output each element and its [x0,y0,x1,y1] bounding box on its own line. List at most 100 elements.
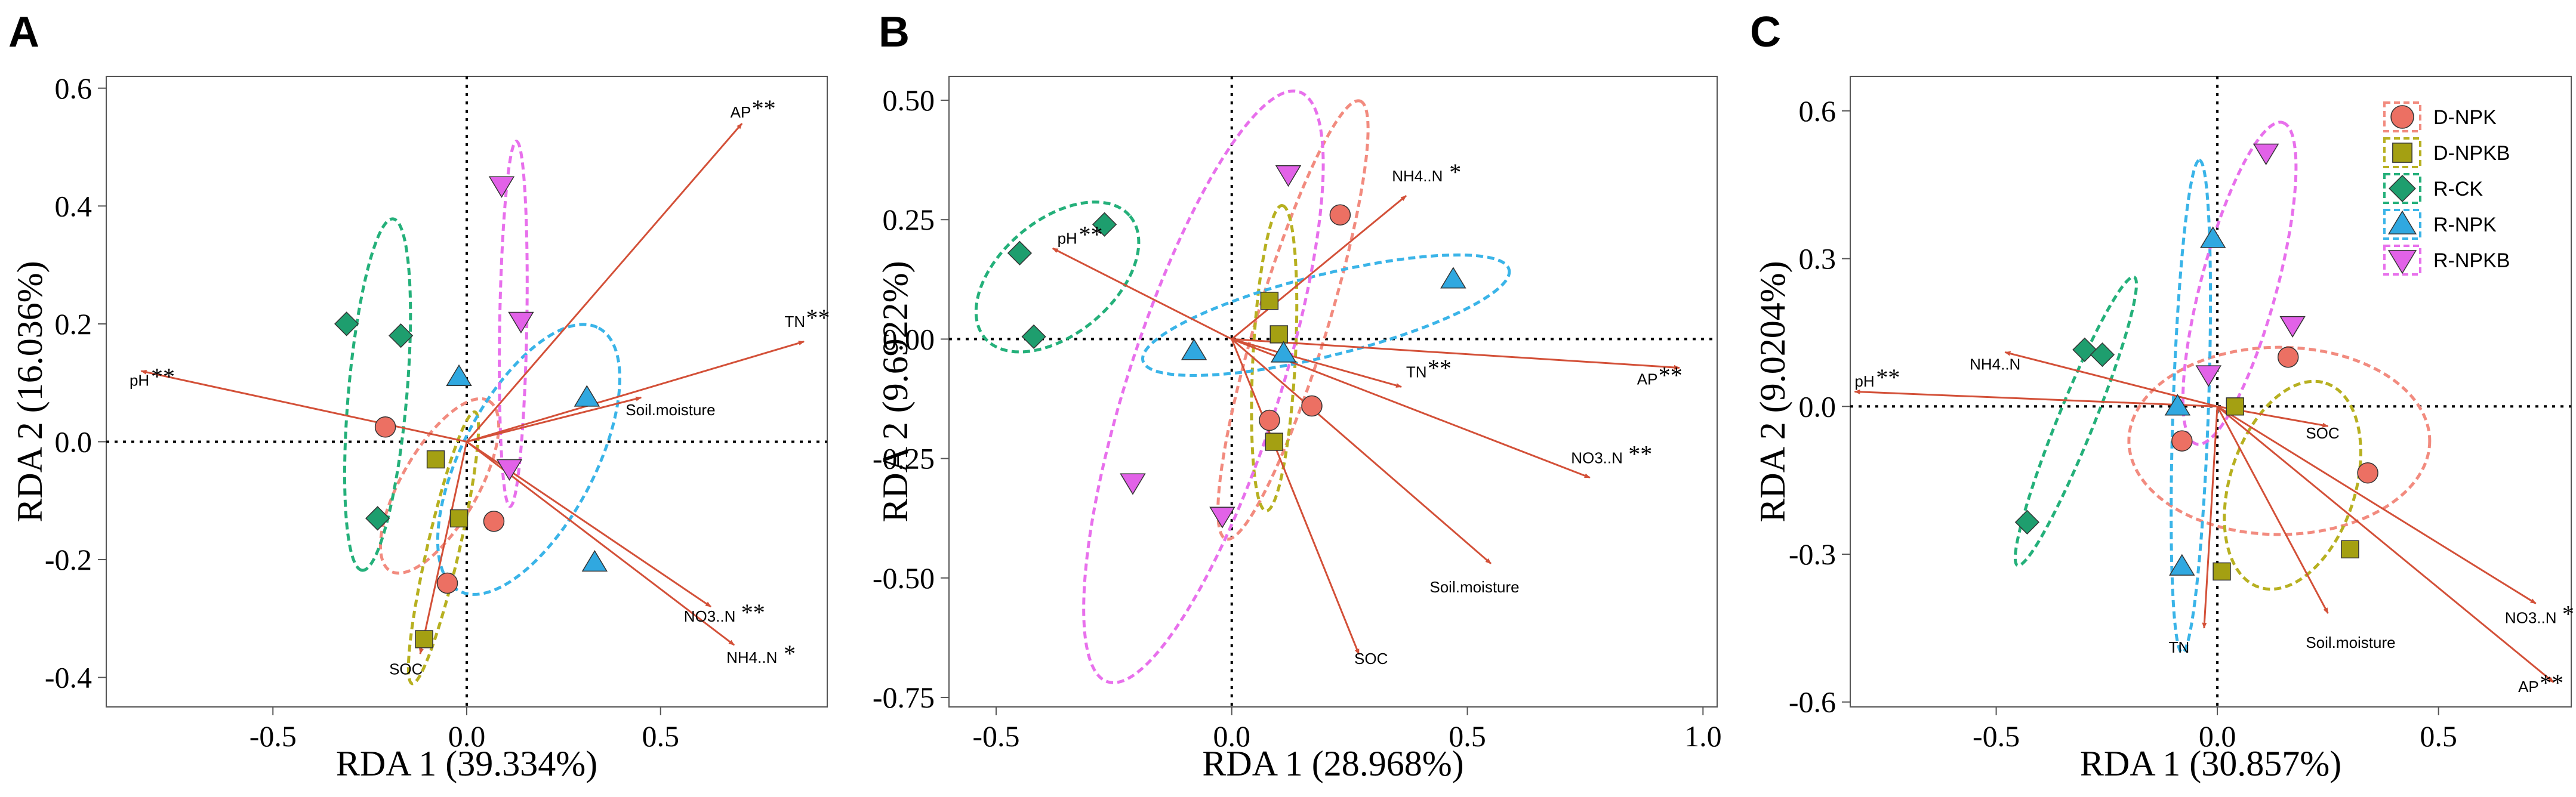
point-r-npkb [2279,316,2306,338]
significance-marker: * [1449,159,1461,186]
y-tick-label: 0.6 [55,72,93,105]
arrow-no3n [2217,405,2537,604]
legend: D-NPK D-NPKB R-CK R-NPK R-NPKB [2383,101,2510,276]
point-r-npk [581,549,608,572]
point-r-ck [334,311,359,336]
legend-key-box [2383,137,2421,168]
ellipse-d-npk [1216,99,1370,541]
point-r-ck [1021,324,1046,350]
x-tick-label: 0.0 [448,719,486,753]
point-r-npkb [1209,506,1235,529]
legend-key-box [2383,101,2421,132]
arrow-label: pH [1854,372,1874,390]
arrow-soc [1231,338,1360,655]
arrow-soilmoisture [1231,338,1492,564]
point-d-npk [2357,462,2378,484]
y-tick-label: 0.0 [1799,390,1837,423]
y-tick-label: 0.50 [883,84,935,117]
x-tick-label: -0.5 [249,719,297,753]
point-r-npk [2164,394,2191,416]
arrow-label: pH [1058,229,1077,247]
point-r-ck [2014,509,2040,535]
plot-frame [1850,76,2572,708]
arrow-label: NO3..N [2505,609,2557,627]
point-d-npkb [1265,433,1283,451]
point-r-npk [446,364,472,387]
point-r-npk [1181,338,1207,360]
y-tick-label: 0.2 [55,307,93,341]
point-r-npkb [2253,143,2279,166]
x-axis-title: RDA 1 (39.334%) [336,744,597,783]
x-axis-title: RDA 1 (28.968%) [1202,744,1463,783]
ellipse-r-ck [343,217,412,572]
point-d-npk [483,511,505,532]
point-d-npk [2277,346,2299,368]
point-r-npk [2169,554,2195,576]
legend-marker-r-ck [2389,175,2416,202]
point-d-npkb [2226,397,2244,416]
y-tick-label: 0.6 [1799,94,1837,128]
arrow-label: NH4..N [1970,355,2020,373]
arrow-label: NO3..N [1571,449,1623,467]
y-tick-label: 0.3 [1799,242,1837,276]
point-r-npkb [496,459,523,481]
arrow-soilmoisture [466,396,642,443]
point-r-npk [1270,341,1297,363]
panel-letter: C [1750,8,1781,56]
significance-marker: ** [1659,362,1683,388]
arrow-label: SOC [1354,650,1388,668]
y-tick-label: -0.2 [45,543,92,576]
x-tick-label: -0.5 [972,719,1019,753]
arrow-nh4n [1231,195,1407,340]
ellipse-d-npkb [2223,379,2362,591]
x-tick-label: 0.5 [642,719,679,753]
panel-C: C -0.5 0.0 0.5 -0.6 -0.3 0.0 0.3 0.6 RDA 1 (30.85… [1750,8,2574,783]
y-tick-label: -0.25 [873,442,935,475]
significance-marker: ** [1628,441,1652,468]
point-r-ck [2072,337,2097,362]
ellipse-r-npk [1141,253,1511,377]
x-tick-label: 0.0 [1213,719,1250,753]
ellipse-r-npkb [2181,121,2298,446]
y-tick-label: -0.75 [873,681,935,714]
legend-marker-d-npkb [2392,143,2412,163]
point-r-npkb [508,311,534,333]
point-r-ck [2090,342,2115,367]
point-r-ck [388,323,414,348]
point-r-npkb [1120,473,1146,495]
arrow-label: TN [1406,363,1427,381]
arrow-ap [1231,338,1680,370]
legend-marker-r-npkb [2387,250,2417,274]
arrow-ph [1854,389,2218,407]
point-r-ck [1007,240,1033,265]
significance-marker: ** [752,95,776,122]
x-tick-label: -0.5 [1973,719,2020,753]
panel-B: B -0.5 0.0 0.5 1.0 -0.75 -0.50 -0.25 0.00 0.25 0.5… [873,8,1722,783]
point-d-npkb [2213,562,2231,581]
x-tick-label: 0.5 [2420,719,2457,753]
x-tick-label: 0.0 [2199,719,2236,753]
ellipse-d-npkb [406,410,480,685]
point-r-npkb [1275,165,1302,187]
arrow-soilmoisture [2216,406,2329,614]
panel-letter: A [8,8,39,56]
point-r-ck [365,506,390,531]
point-d-npkb [1260,292,1279,310]
arrow-label: NO3..N [684,607,736,625]
y-axis-title: RDA 2 (16.036%) [10,261,50,522]
ellipse-r-npkb [1082,89,1325,684]
plot-content [1854,121,2555,683]
plot-content [140,123,805,685]
legend-key-box [2383,209,2421,240]
arrow-label: AP [2518,678,2539,696]
arrow-label: NH4..N [1392,167,1443,185]
y-tick-label: -0.6 [1789,685,1836,719]
y-tick-label: -0.3 [1789,537,1836,571]
ellipse-r-npkb [498,140,529,508]
significance-marker: ** [1079,221,1103,248]
panel-letter: B [879,8,910,56]
significance-marker: ** [741,599,765,626]
x-tick-label: 1.0 [1684,719,1722,753]
significance-marker: * [784,640,796,667]
arrow-label: pH [130,372,149,390]
